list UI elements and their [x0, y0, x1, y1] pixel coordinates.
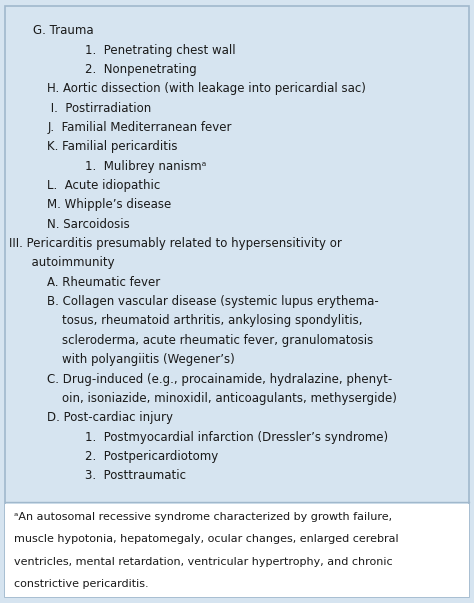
Text: J.  Familial Mediterranean fever: J. Familial Mediterranean fever	[47, 121, 232, 134]
Text: ventricles, mental retardation, ventricular hypertrophy, and chronic: ventricles, mental retardation, ventricu…	[14, 557, 393, 567]
Text: H. Aortic dissection (with leakage into pericardial sac): H. Aortic dissection (with leakage into …	[47, 83, 366, 95]
Text: N. Sarcoidosis: N. Sarcoidosis	[47, 218, 130, 231]
Text: B. Collagen vascular disease (systemic lupus erythema-: B. Collagen vascular disease (systemic l…	[47, 295, 379, 308]
Text: G. Trauma: G. Trauma	[33, 24, 94, 37]
Text: L.  Acute idiopathic: L. Acute idiopathic	[47, 179, 161, 192]
Text: autoimmunity: autoimmunity	[9, 256, 115, 270]
Text: C. Drug-induced (e.g., procainamide, hydralazine, phenyt-: C. Drug-induced (e.g., procainamide, hyd…	[47, 373, 392, 385]
Text: ᵃAn autosomal recessive syndrome characterized by growth failure,: ᵃAn autosomal recessive syndrome charact…	[14, 511, 392, 522]
Text: scleroderma, acute rheumatic fever, granulomatosis: scleroderma, acute rheumatic fever, gran…	[47, 334, 374, 347]
Text: constrictive pericarditis.: constrictive pericarditis.	[14, 579, 149, 589]
Text: 1.  Penetrating chest wall: 1. Penetrating chest wall	[85, 43, 236, 57]
Text: oin, isoniazide, minoxidil, anticoagulants, methysergide): oin, isoniazide, minoxidil, anticoagulan…	[47, 392, 397, 405]
Text: tosus, rheumatoid arthritis, ankylosing spondylitis,: tosus, rheumatoid arthritis, ankylosing …	[47, 315, 363, 327]
Text: 1.  Mulibrey nanismᵃ: 1. Mulibrey nanismᵃ	[85, 160, 207, 172]
Text: 2.  Postpericardiotomy: 2. Postpericardiotomy	[85, 450, 219, 463]
Text: 3.  Posttraumatic: 3. Posttraumatic	[85, 469, 186, 482]
Text: A. Rheumatic fever: A. Rheumatic fever	[47, 276, 161, 289]
Text: 1.  Postmyocardial infarction (Dressler’s syndrome): 1. Postmyocardial infarction (Dressler’s…	[85, 431, 389, 444]
Bar	[5, 504, 469, 597]
Text: I.  Postirradiation: I. Postirradiation	[47, 102, 152, 115]
Text: K. Familial pericarditis: K. Familial pericarditis	[47, 140, 178, 153]
Text: M. Whipple’s disease: M. Whipple’s disease	[47, 198, 172, 212]
Text: 2.  Nonpenetrating: 2. Nonpenetrating	[85, 63, 197, 76]
Text: muscle hypotonia, hepatomegaly, ocular changes, enlarged cerebral: muscle hypotonia, hepatomegaly, ocular c…	[14, 534, 399, 544]
Text: III. Pericarditis presumably related to hypersensitivity or: III. Pericarditis presumably related to …	[9, 237, 342, 250]
Text: D. Post-cardiac injury: D. Post-cardiac injury	[47, 411, 173, 424]
Text: with polyangiitis (Wegener’s): with polyangiitis (Wegener’s)	[47, 353, 235, 366]
